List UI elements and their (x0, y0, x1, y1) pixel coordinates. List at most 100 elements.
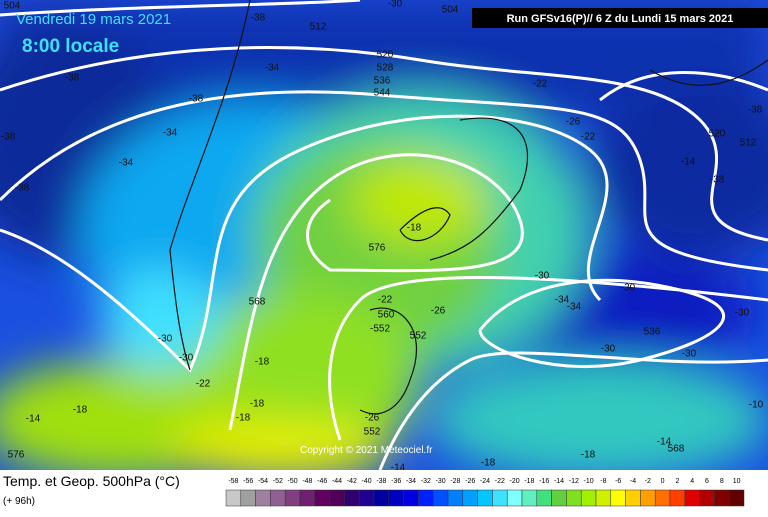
contour-label: -18 (481, 458, 496, 469)
legend-swatch (492, 489, 508, 507)
legend-swatch (521, 489, 538, 507)
contour-label: 568 (668, 444, 685, 455)
contour-label: -30 (735, 308, 750, 319)
legend-label: -12 (569, 478, 579, 485)
legend-label: -40 (362, 478, 372, 485)
legend-swatch (477, 489, 493, 507)
contour-label: -14 (26, 414, 41, 425)
legend-label: 6 (705, 478, 709, 485)
legend-label: -18 (524, 478, 534, 485)
contour-label: 552 (410, 331, 427, 342)
contour-label: -34 (163, 128, 178, 139)
contour-label: 520 (377, 50, 394, 61)
legend-label: -44 (332, 478, 342, 485)
legend-label: -10 (584, 478, 594, 485)
contour-label: 552 (364, 427, 381, 438)
legend-label: -16 (539, 478, 549, 485)
contour-label: -34 (555, 295, 570, 306)
legend-label: 10 (733, 478, 741, 485)
contour-label: -14 (681, 157, 696, 168)
legend-swatch (506, 489, 523, 507)
legend-swatch (654, 489, 671, 507)
contour-label: -14 (657, 437, 672, 448)
legend-swatch (580, 489, 597, 507)
forecast-hour: (+ 96h) (3, 496, 35, 507)
legend-label: -22 (495, 478, 505, 485)
contour-label: -38 (1, 132, 16, 143)
contour-label: -18 (581, 450, 596, 461)
contour-label: -38 (189, 94, 204, 105)
legend-swatch (284, 489, 301, 507)
legend-label: -58 (228, 478, 238, 485)
legend-swatch (625, 489, 641, 507)
contour-label: -14 (391, 463, 406, 474)
legend-label: -42 (347, 478, 357, 485)
contour-label: 568 (249, 297, 266, 308)
contour-label: -30 (158, 334, 173, 345)
geopotential-contours (0, 0, 768, 441)
legend-label: -30 (436, 478, 446, 485)
legend-swatch (344, 489, 360, 507)
contour-label: -38 (710, 175, 725, 186)
contour-label: 520 (709, 129, 726, 140)
contour-label: -34 (265, 63, 280, 74)
legend-label: -32 (421, 478, 431, 485)
contour-label: 528 (377, 63, 394, 74)
legend-swatch (432, 489, 449, 507)
contour-label: -18 (407, 223, 422, 234)
contour-label: -30 (388, 0, 403, 10)
run-info: Run GFSv16(P)// 6 Z du Lundi 15 mars 202… (507, 13, 734, 25)
contour-label: 504 (442, 5, 459, 16)
legend-label: -20 (510, 478, 520, 485)
date: Vendredi 19 mars 2021 (16, 11, 171, 28)
contour-label: -22 (378, 295, 393, 306)
contour-label: -18 (250, 399, 265, 410)
contour-label: 544 (374, 88, 391, 99)
legend-label: -54 (258, 478, 268, 485)
contour-label: -38 (65, 73, 80, 84)
legend-swatch (270, 489, 286, 507)
legend-swatch (699, 489, 715, 507)
contour-label: -30 (621, 283, 636, 294)
color-legend: -58 -56 -54 -52 -50 -48 -46 -44 -42 -40 -38 -36 -34-… (225, 478, 745, 507)
legend-label: -46 (317, 478, 327, 485)
legend-label: -36 (391, 478, 401, 485)
contour-label: -38 (748, 105, 763, 116)
contour-label: -30 (682, 349, 697, 360)
legend-label: -4 (630, 478, 636, 485)
coastlines (169, 0, 768, 415)
contour-label: -22 (533, 79, 548, 90)
contour-label: 576 (369, 243, 386, 254)
legend-swatch (225, 489, 242, 507)
legend-swatch (714, 489, 730, 507)
contour-label: -34 (567, 302, 582, 313)
contour-labels: 504-38512-30504520528536544-38-34-38-34-… (1, 0, 764, 474)
legend-label: 0 (661, 478, 665, 485)
contour-label: -30 (601, 344, 616, 355)
legend-swatch (595, 489, 612, 507)
legend-swatch (640, 489, 656, 507)
legend-label: -2 (645, 478, 651, 485)
legend-swatch (447, 489, 464, 507)
legend-swatch (418, 489, 434, 507)
legend-label: 4 (690, 478, 694, 485)
legend-swatch (255, 489, 271, 507)
contour-label: -26 (365, 413, 380, 424)
legend-swatch (329, 489, 345, 507)
legend-label: -56 (243, 478, 253, 485)
contour-label: -30 (179, 353, 194, 364)
legend-label: -6 (615, 478, 621, 485)
legend-swatch (610, 489, 626, 507)
legend-swatch (669, 489, 686, 507)
contour-label: -38 (251, 13, 266, 24)
legend-label: -8 (600, 478, 606, 485)
contour-label: -552 (370, 324, 390, 335)
contour-label: -18 (255, 357, 270, 368)
contour-label: -30 (535, 271, 550, 282)
contour-label: 512 (740, 138, 757, 149)
legend-swatch (551, 489, 567, 507)
contour-label: 504 (4, 1, 21, 12)
contour-label: 560 (378, 310, 395, 321)
